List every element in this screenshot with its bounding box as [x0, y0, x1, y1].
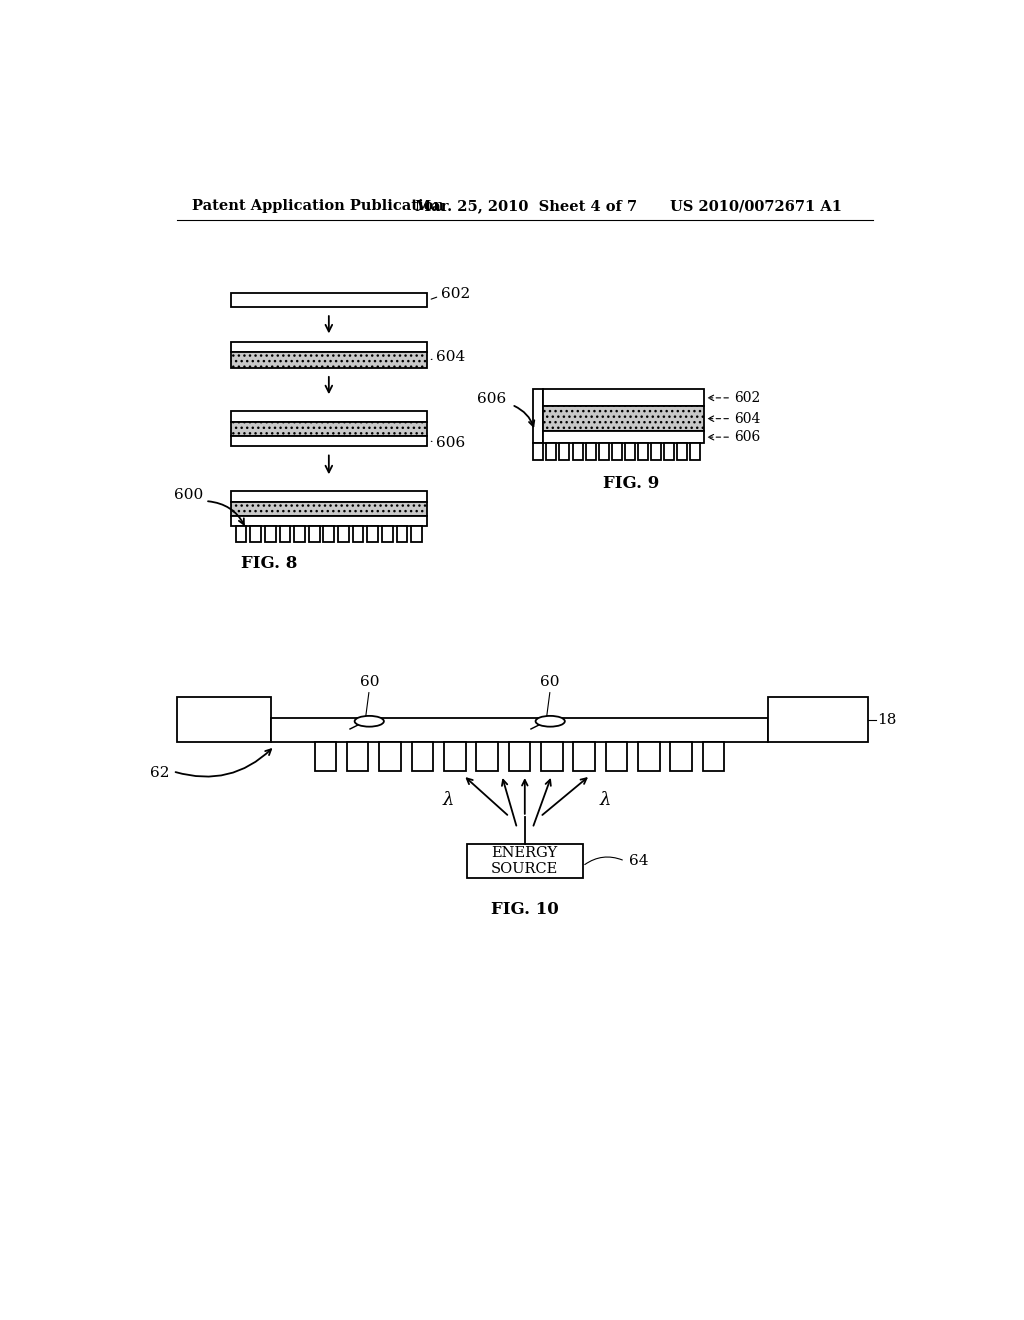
Bar	[543, 430, 705, 444]
Bar	[294, 527, 305, 541]
Text: FIG. 9: FIG. 9	[603, 475, 659, 492]
Text: Mar. 25, 2010  Sheet 4 of 7: Mar. 25, 2010 Sheet 4 of 7	[416, 199, 638, 213]
Bar	[324, 527, 334, 541]
Bar	[467, 843, 583, 878]
Bar	[314, 742, 336, 771]
Bar	[347, 742, 369, 771]
Bar	[509, 742, 530, 771]
Bar	[543, 407, 705, 430]
Bar	[230, 342, 427, 352]
Bar	[250, 527, 261, 541]
Text: 606: 606	[436, 436, 466, 450]
Bar	[368, 527, 378, 541]
Bar	[270, 718, 768, 742]
Text: 606: 606	[477, 392, 506, 405]
Bar	[236, 527, 247, 541]
Text: 604: 604	[734, 412, 761, 425]
Bar	[572, 444, 583, 461]
Bar	[611, 444, 622, 461]
Bar	[382, 527, 393, 541]
Bar	[599, 444, 608, 461]
Bar	[265, 527, 275, 541]
Bar	[230, 422, 427, 436]
Text: US 2010/0072671 A1: US 2010/0072671 A1	[670, 199, 842, 213]
Bar	[541, 742, 562, 771]
Bar	[559, 444, 569, 461]
Text: 600: 600	[174, 488, 204, 502]
Bar	[543, 389, 705, 407]
Bar	[476, 742, 498, 771]
Text: 604: 604	[436, 350, 466, 364]
Text: FIG. 8: FIG. 8	[241, 554, 297, 572]
Bar	[768, 697, 868, 742]
Bar	[534, 389, 543, 444]
Ellipse shape	[354, 715, 384, 726]
Bar	[534, 444, 544, 461]
Bar	[230, 516, 427, 527]
Bar	[352, 527, 364, 541]
Bar	[230, 502, 427, 516]
Bar	[230, 491, 427, 502]
Text: 606: 606	[734, 430, 761, 444]
Text: 602: 602	[734, 391, 761, 405]
Bar	[280, 527, 291, 541]
Bar	[230, 352, 427, 368]
Bar	[547, 444, 556, 461]
Bar	[651, 444, 662, 461]
Bar	[379, 742, 400, 771]
Bar	[677, 444, 687, 461]
Bar	[586, 444, 596, 461]
Bar	[396, 527, 408, 541]
Bar	[605, 742, 628, 771]
Text: 62: 62	[150, 766, 169, 780]
Bar	[690, 444, 700, 461]
Bar	[702, 742, 724, 771]
Text: 60: 60	[359, 675, 379, 689]
Text: FIG. 10: FIG. 10	[490, 900, 559, 917]
Bar	[230, 411, 427, 422]
Bar	[338, 527, 349, 541]
Bar	[309, 527, 319, 541]
Bar	[230, 293, 427, 308]
Bar	[638, 742, 659, 771]
Bar	[625, 444, 635, 461]
Text: 64: 64	[629, 854, 648, 869]
Ellipse shape	[536, 715, 565, 726]
Bar	[665, 444, 674, 461]
Bar	[638, 444, 648, 461]
Text: λ: λ	[442, 791, 454, 809]
Text: λ: λ	[600, 791, 611, 809]
Bar	[177, 697, 270, 742]
Bar	[412, 742, 433, 771]
Text: 18: 18	[878, 713, 897, 727]
Bar	[412, 527, 422, 541]
Bar	[671, 742, 692, 771]
Text: 60: 60	[541, 675, 560, 689]
Bar	[230, 436, 427, 446]
Text: Patent Application Publication: Patent Application Publication	[193, 199, 444, 213]
Bar	[444, 742, 466, 771]
Text: 602: 602	[441, 286, 470, 301]
Bar	[573, 742, 595, 771]
Text: ENERGY
SOURCE: ENERGY SOURCE	[492, 846, 558, 876]
